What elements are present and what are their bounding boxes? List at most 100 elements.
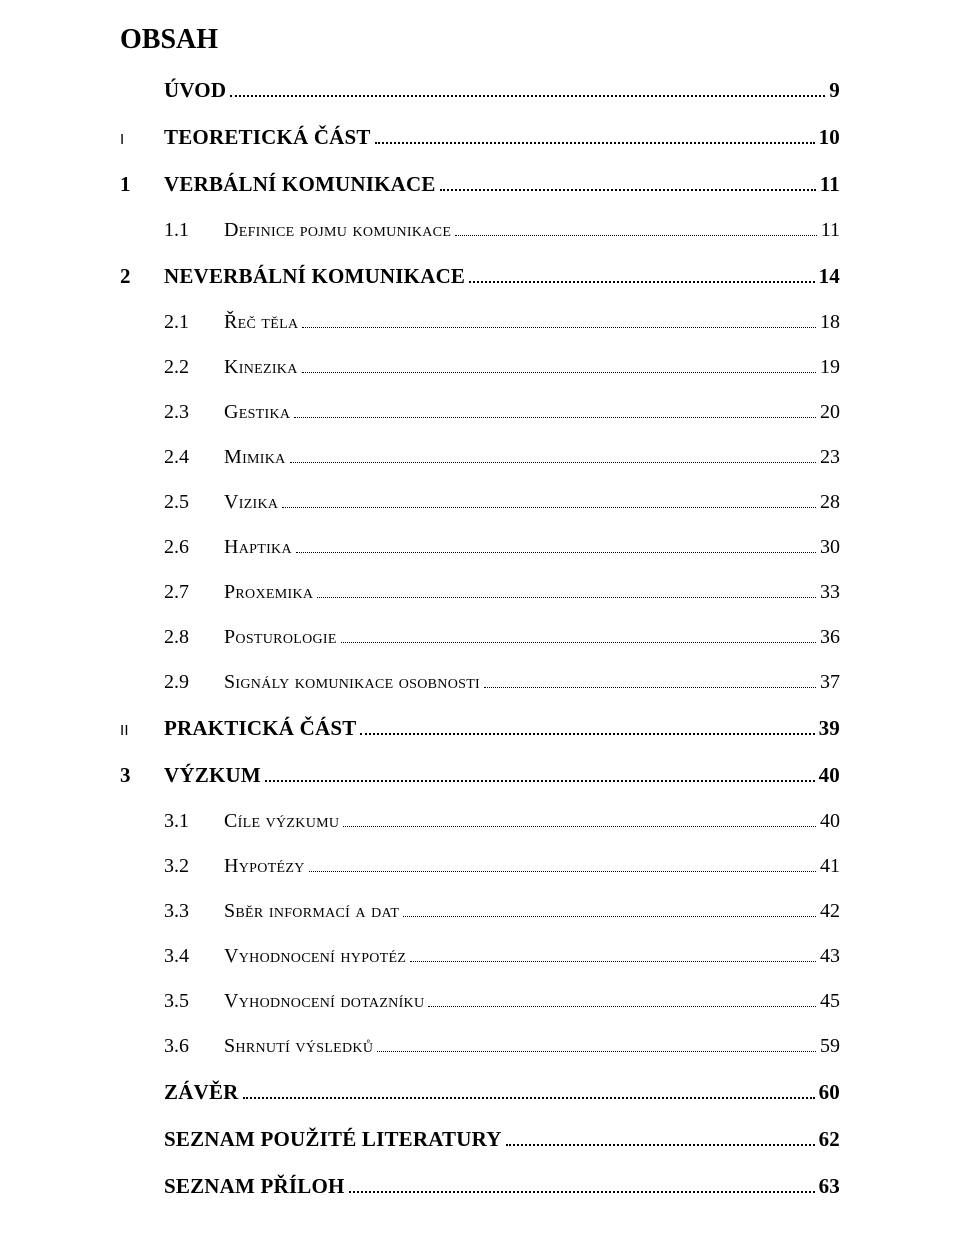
toc-page-number: 63 [819, 1174, 840, 1199]
toc-page-number: 20 [820, 401, 840, 424]
toc-label: ZÁVĚR [164, 1080, 239, 1105]
toc-label: VÝZKUM [164, 763, 261, 788]
toc-page-number: 18 [820, 311, 840, 334]
toc-page-number: 14 [819, 264, 840, 289]
toc-leader-dots [265, 767, 815, 782]
toc-number: 2.7 [120, 581, 224, 604]
toc-leader-dots [230, 82, 825, 97]
toc-leader-dots [302, 315, 816, 328]
toc-leader-dots [302, 360, 816, 373]
toc-row: IIPRAKTICKÁ ČÁST39 [120, 716, 840, 741]
toc-label: Řeč těla [224, 311, 298, 334]
toc-leader-dots [455, 223, 817, 236]
toc-row: 3VÝZKUM40 [120, 763, 840, 788]
toc-label: Proxemika [224, 581, 313, 604]
toc-leader-dots [290, 450, 816, 463]
toc-label: Haptika [224, 536, 292, 559]
toc-label: SEZNAM POUŽITÉ LITERATURY [164, 1127, 502, 1152]
toc-number: 2.1 [120, 311, 224, 334]
toc-row: ITEORETICKÁ ČÁST10 [120, 125, 840, 150]
toc-leader-dots [317, 585, 816, 598]
toc-page-number: 43 [820, 945, 840, 968]
toc-page-number: 19 [820, 356, 840, 379]
toc-row: 1VERBÁLNÍ KOMUNIKACE11 [120, 172, 840, 197]
toc-row: 2.2Kinezika19 [120, 356, 840, 379]
toc-label: Sběr informací a dat [224, 900, 399, 923]
toc-label: TEORETICKÁ ČÁST [164, 125, 371, 150]
toc-page-number: 37 [820, 671, 840, 694]
toc-label: Vyhodnocení dotazníku [224, 990, 424, 1013]
toc-leader-dots [469, 268, 814, 283]
toc-label: Shrnutí výsledků [224, 1035, 373, 1058]
toc-leader-dots [360, 720, 814, 735]
toc-page-number: 28 [820, 491, 840, 514]
toc-page-number: 30 [820, 536, 840, 559]
toc-number: 3.2 [120, 855, 224, 878]
toc-label: Gestika [224, 401, 290, 424]
toc-leader-dots [440, 176, 816, 191]
toc-number: 3.3 [120, 900, 224, 923]
toc-page-number: 45 [820, 990, 840, 1013]
toc-leader-dots [243, 1084, 815, 1099]
toc-page-number: 60 [819, 1080, 840, 1105]
toc-leader-dots [377, 1039, 816, 1052]
toc-number: 2.9 [120, 671, 224, 694]
toc-page-number: 40 [820, 810, 840, 833]
toc-row: 1.1Definice pojmu komunikace 11 [120, 219, 840, 242]
toc-label: Hypotézy [224, 855, 305, 878]
toc-number: 1.1 [120, 219, 224, 242]
toc-row: ÚVOD 9 [120, 78, 840, 103]
toc-page-number: 9 [829, 78, 840, 103]
toc-number: 3.6 [120, 1035, 224, 1058]
toc-label: Definice pojmu komunikace [224, 219, 451, 242]
page-title: OBSAH [120, 24, 840, 56]
toc-label: ÚVOD [164, 78, 226, 103]
toc-page-number: 41 [820, 855, 840, 878]
toc-page-number: 11 [820, 172, 840, 197]
toc-row: 3.5Vyhodnocení dotazníku 45 [120, 990, 840, 1013]
toc-label: SEZNAM PŘÍLOH [164, 1174, 345, 1199]
toc-row: 2.1Řeč těla 18 [120, 311, 840, 334]
toc-leader-dots [349, 1178, 815, 1193]
toc-page-number: 23 [820, 446, 840, 469]
toc-page-number: 33 [820, 581, 840, 604]
toc-label: Signály komunikace osobnosti [224, 671, 480, 694]
toc-row: 3.1Cíle výzkumu40 [120, 810, 840, 833]
toc-number: 3.4 [120, 945, 224, 968]
toc-page-number: 39 [819, 716, 840, 741]
toc-number: 1 [120, 172, 164, 197]
toc-row: 2NEVERBÁLNÍ KOMUNIKACE14 [120, 264, 840, 289]
toc-leader-dots [309, 859, 816, 872]
toc-row: 3.4Vyhodnocení hypotéz43 [120, 945, 840, 968]
toc-number: 3.1 [120, 810, 224, 833]
toc-row: 3.6Shrnutí výsledků59 [120, 1035, 840, 1058]
toc-leader-dots [403, 904, 816, 917]
toc-row: 2.7Proxemika 33 [120, 581, 840, 604]
toc-page-number: 36 [820, 626, 840, 649]
toc-number: 3.5 [120, 990, 224, 1013]
toc-leader-dots [428, 994, 816, 1007]
toc-page-number: 40 [819, 763, 840, 788]
toc-page-number: 11 [821, 219, 840, 242]
toc-number: 2.5 [120, 491, 224, 514]
toc-row: 3.2Hypotézy 41 [120, 855, 840, 878]
toc-row: SEZNAM POUŽITÉ LITERATURY62 [120, 1127, 840, 1152]
toc-number: II [120, 722, 164, 739]
toc-number: 2.8 [120, 626, 224, 649]
toc-leader-dots [343, 814, 816, 827]
toc-leader-dots [484, 675, 816, 688]
toc-leader-dots [282, 495, 816, 508]
toc-number: 2.6 [120, 536, 224, 559]
toc-row: 2.3Gestika 20 [120, 401, 840, 424]
toc-row: 2.9Signály komunikace osobnosti 37 [120, 671, 840, 694]
toc-number: 2.4 [120, 446, 224, 469]
toc-number: 2.3 [120, 401, 224, 424]
table-of-contents: ÚVOD9ITEORETICKÁ ČÁST101VERBÁLNÍ KOMUNIK… [120, 78, 840, 1199]
toc-row: 2.6Haptika 30 [120, 536, 840, 559]
toc-row: ZÁVĚR 60 [120, 1080, 840, 1105]
page: OBSAH ÚVOD9ITEORETICKÁ ČÁST101VERBÁLNÍ K… [0, 0, 960, 1239]
toc-page-number: 10 [819, 125, 840, 150]
toc-row: 3.3Sběr informací a dat42 [120, 900, 840, 923]
toc-row: 2.5Vizika28 [120, 491, 840, 514]
toc-leader-dots [296, 540, 816, 553]
